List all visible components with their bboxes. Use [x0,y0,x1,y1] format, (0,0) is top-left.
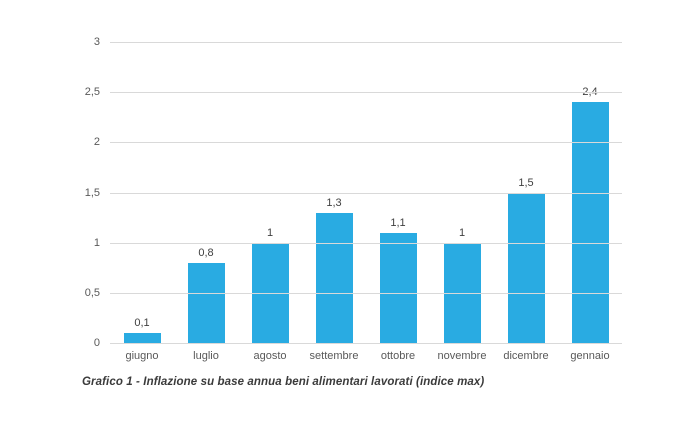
bar-column-luglio: 0,8 [174,42,238,343]
x-tick-label-settembre: settembre [309,350,359,362]
gridline-0-5 [110,292,622,294]
bar-value-label: 1,1 [390,216,406,229]
bar-column-dicembre: 1,5 [494,42,558,343]
bar-value-label: 1 [266,226,274,239]
bar-settembre [315,212,353,343]
x-tick-label-giugno: giugno [125,350,159,362]
y-tick-label: 2 [93,136,100,149]
y-tick-label: 3 [93,36,100,48]
y-axis: 0 0,5 1 1,5 2 2,5 3 [0,36,100,349]
bar-ottobre [379,232,417,343]
bar-luglio [187,262,225,343]
gridline-1 [110,242,622,244]
y-tick-label: 0,5 [84,286,100,299]
gridline-2-5 [110,92,622,94]
gridline-0 [110,343,622,344]
bar-value-label: 1,5 [518,176,534,189]
gridline-1-5 [110,192,622,194]
bar-column-ottobre: 1,1 [366,42,430,343]
bar-value-label: 1,3 [326,196,342,209]
y-tick-label: 0 [93,337,100,349]
bar-gennaio [571,102,609,343]
bar-dicembre [507,192,545,343]
bar-value-label: 1 [458,226,466,239]
x-axis: giugno luglio agosto settembre ottobre novemb… [110,350,622,362]
x-tick-label-dicembre: dicembre [503,350,549,362]
bar-value-label: 0,1 [134,316,150,329]
y-tick-label: 2,5 [84,86,100,99]
bar-value-label: 0,8 [198,246,214,259]
gridline-2 [110,142,622,144]
x-tick-label-novembre: novembre [437,350,487,362]
y-tick-label: 1 [93,236,100,249]
plot-area: 0,1 0,8 1 1,3 1,1 1 1,5 2,4 [110,42,622,344]
bar-column-giugno: 0,1 [110,42,174,343]
x-tick-label-gennaio: gennaio [570,350,610,362]
bar-column-settembre: 1,3 [302,42,366,343]
x-tick-label-ottobre: ottobre [380,350,416,362]
x-tick-label-agosto: agosto [253,350,287,362]
gridline-3 [110,42,622,43]
y-tick-label: 1,5 [84,186,100,199]
bar-giugno [123,332,161,343]
chart-caption: Grafico 1 - Inflazione su base annua ben… [82,376,485,388]
x-tick-label-luglio: luglio [193,350,219,362]
